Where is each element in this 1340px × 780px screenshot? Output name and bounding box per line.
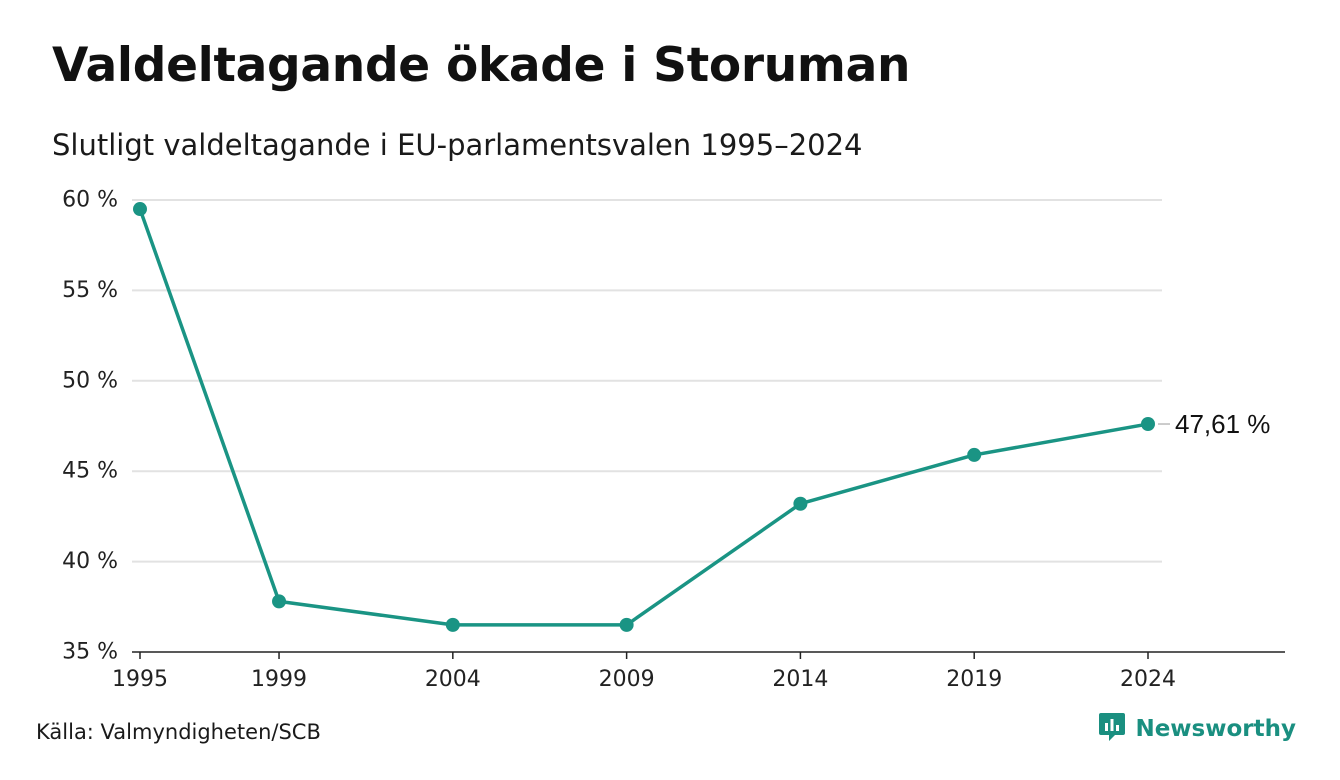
data-point — [133, 202, 147, 217]
x-tick-label: 2004 — [425, 667, 481, 692]
data-point — [967, 447, 982, 462]
data-point — [272, 594, 287, 609]
chart-subtitle: Slutligt valdeltagande i EU-parlamentsva… — [52, 128, 863, 162]
data-point — [1141, 417, 1155, 432]
x-tick-label: 2009 — [599, 667, 655, 692]
data-point — [619, 617, 634, 632]
x-tick-label: 2014 — [772, 667, 828, 692]
y-tick-label: 45 % — [62, 459, 118, 484]
end-value-label: 47,61 % — [1175, 409, 1270, 439]
data-point — [445, 617, 460, 632]
line-chart: 35 % 40 % 45 % 50 % 55 % 60 % 1995 1999 2004 2009… — [62, 188, 1285, 692]
y-tick-label: 55 % — [62, 278, 118, 303]
x-tick-label: 2024 — [1120, 667, 1176, 692]
y-tick-label: 40 % — [62, 549, 118, 574]
chart-title: Valdeltagande ökade i Storuman — [52, 38, 911, 93]
newsworthy-logo-icon — [1098, 712, 1126, 746]
y-tick-label: 60 % — [62, 188, 118, 213]
x-tick-label: 1999 — [251, 667, 307, 692]
y-tick-label: 50 % — [62, 368, 118, 393]
brand-logo: Newsworthy — [1098, 712, 1296, 746]
x-tick-label: 2019 — [946, 667, 1002, 692]
x-tick-label: 1995 — [112, 667, 168, 692]
data-point — [793, 496, 808, 511]
source-note: Källa: Valmyndigheten/SCB — [36, 720, 321, 744]
y-tick-label: 35 % — [62, 640, 118, 665]
brand-name: Newsworthy — [1135, 716, 1296, 742]
